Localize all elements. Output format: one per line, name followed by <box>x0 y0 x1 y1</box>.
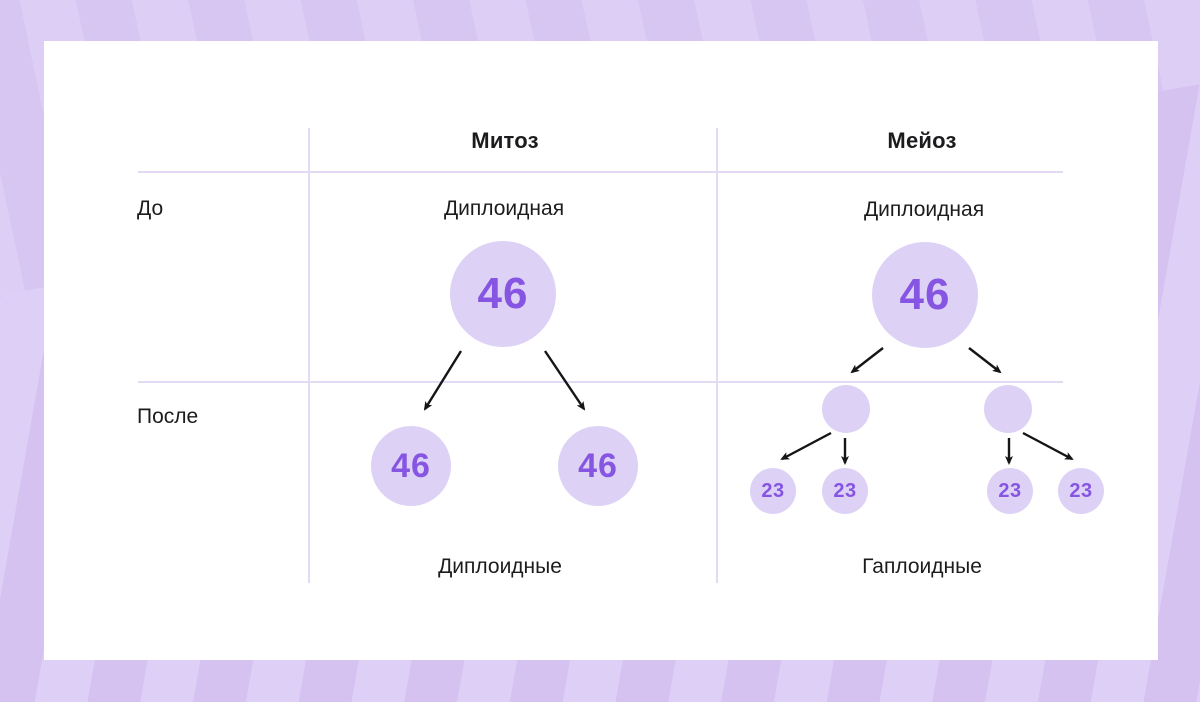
mitosis-after-label: Диплоидные <box>438 555 562 578</box>
column-header-mitosis: Митоз <box>471 128 539 153</box>
meiosis-intermediate-cell-2 <box>984 385 1032 433</box>
diagram-card <box>44 41 1158 660</box>
meiosis-daughter-1-chromosome-count: 23 <box>761 479 785 502</box>
meiosis-daughter-2-chromosome-count: 23 <box>833 479 857 502</box>
meiosis-daughter-cell-2: 23 <box>822 468 868 514</box>
mitosis-daughter-cell-2: 46 <box>558 426 638 506</box>
meiosis-parent-cell: 46 <box>872 242 978 348</box>
mitosis-parent-cell: 46 <box>450 241 556 347</box>
column-header-meiosis: Мейоз <box>887 128 957 153</box>
meiosis-before-label: Диплоидная <box>863 198 985 221</box>
meiosis-daughter-cell-3: 23 <box>987 468 1033 514</box>
meiosis-daughter-cell-1: 23 <box>750 468 796 514</box>
grid-line-horizontal-1 <box>138 171 1063 173</box>
mitosis-daughter-2-chromosome-count: 46 <box>578 446 618 485</box>
meiosis-intermediate-cell-1 <box>822 385 870 433</box>
row-header-before: До <box>137 197 164 220</box>
meiosis-daughter-4-chromosome-count: 23 <box>1069 479 1093 502</box>
meiosis-daughter-cell-4: 23 <box>1058 468 1104 514</box>
grid-line-horizontal-2 <box>138 381 1063 383</box>
mitosis-daughter-1-chromosome-count: 46 <box>391 446 431 485</box>
meiosis-parent-chromosome-count: 46 <box>899 270 951 319</box>
grid-line-vertical-2 <box>716 128 718 583</box>
row-header-after: После <box>137 405 199 428</box>
mitosis-daughter-cell-1: 46 <box>371 426 451 506</box>
meiosis-daughter-3-chromosome-count: 23 <box>998 479 1022 502</box>
meiosis-after-label: Гаплоидные <box>862 555 982 578</box>
mitosis-parent-chromosome-count: 46 <box>477 269 529 318</box>
mitosis-before-label: Диплоидная <box>443 197 565 220</box>
grid-line-vertical-1 <box>308 128 310 583</box>
